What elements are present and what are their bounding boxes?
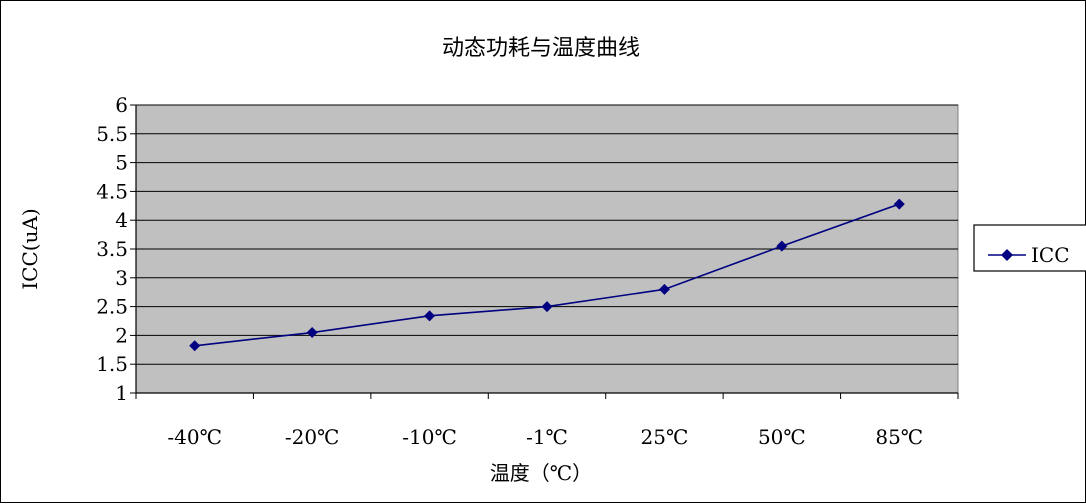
data-point bbox=[776, 240, 788, 252]
x-axis-label: 温度（℃） bbox=[490, 461, 592, 485]
x-tick-label: 85℃ bbox=[875, 425, 923, 449]
legend: ICC bbox=[973, 224, 1086, 272]
data-point bbox=[424, 310, 436, 322]
y-tick-label: 1 bbox=[115, 381, 128, 405]
data-point bbox=[893, 198, 905, 210]
grid-lines bbox=[136, 104, 958, 365]
axes bbox=[130, 104, 959, 399]
data-point bbox=[189, 340, 201, 352]
legend-diamond-marker bbox=[1001, 249, 1013, 261]
x-tick-labels: -40℃ -20℃ -10℃ -1℃ 25℃ 50℃ 85℃ bbox=[167, 425, 923, 449]
chart-title: 动态功耗与温度曲线 bbox=[442, 36, 640, 61]
legend-label: ICC bbox=[1031, 243, 1070, 267]
y-tick-label: 5.5 bbox=[96, 122, 128, 146]
x-tick-label: -1℃ bbox=[526, 425, 568, 449]
y-tick-label: 6 bbox=[115, 93, 128, 117]
y-tick-labels: 1 1.5 2 2.5 3 3.5 4 4.5 5 5.5 6 bbox=[96, 93, 128, 405]
data-point bbox=[658, 283, 670, 295]
y-axis-label: ICC(uA) bbox=[18, 208, 42, 289]
legend-box bbox=[973, 224, 1086, 272]
y-tick-label: 4 bbox=[115, 208, 128, 232]
series-icc bbox=[189, 198, 905, 352]
x-tick-label: 50℃ bbox=[758, 425, 806, 449]
data-point bbox=[306, 327, 318, 339]
y-tick-label: 5 bbox=[115, 151, 128, 175]
x-tick-label: -40℃ bbox=[167, 425, 222, 449]
y-tick-label: 4.5 bbox=[96, 179, 128, 203]
y-tick-label: 3 bbox=[115, 266, 128, 290]
y-tick-label: 1.5 bbox=[96, 352, 128, 376]
y-tick-label: 2.5 bbox=[96, 295, 128, 319]
y-tick-label: 2 bbox=[115, 323, 128, 347]
y-tick-label: 3.5 bbox=[96, 237, 128, 261]
x-tick-label: -10℃ bbox=[402, 425, 457, 449]
x-tick-label: 25℃ bbox=[641, 425, 689, 449]
x-tick-label: -20℃ bbox=[285, 425, 340, 449]
data-point bbox=[541, 301, 553, 313]
